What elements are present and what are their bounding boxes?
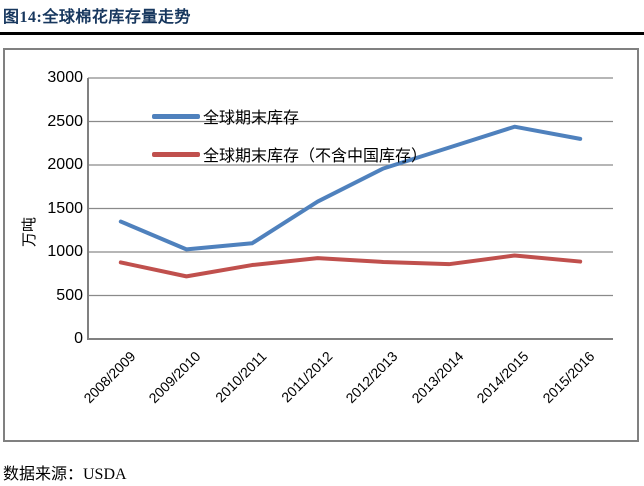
title-divider [0, 32, 644, 35]
legend-item-0: 全球期末库存 [152, 104, 299, 128]
legend-label: 全球期末库存（不含中国库存） [203, 148, 428, 165]
legend-line-swatch [152, 151, 200, 157]
legend-label: 全球期末库存 [203, 110, 300, 127]
y-tick-label: 2000 [47, 156, 83, 173]
series-line-0 [118, 124, 583, 252]
legend-item-1: 全球期末库存（不含中国库存） [152, 142, 427, 166]
y-axis-title: 万吨 [22, 217, 38, 248]
data-source-note: 数据来源：USDA [3, 466, 127, 483]
chart-figure-title: 图14:全球棉花库存量走势 [3, 9, 191, 26]
y-tick-label: 3000 [47, 69, 83, 86]
series-line-1 [118, 253, 583, 279]
y-tick-label: 1500 [47, 199, 83, 217]
chart-frame: 0 500 1000 1500 2000 2500 3000 2008/2009 2009/2… [3, 48, 639, 442]
y-tick-label: 2500 [47, 112, 83, 130]
y-tick-label: 500 [56, 286, 83, 304]
y-tick-label: 0 [74, 330, 83, 347]
legend-line-swatch [152, 113, 200, 119]
y-tick-label: 1000 [47, 243, 83, 260]
plot-canvas [87, 77, 613, 340]
